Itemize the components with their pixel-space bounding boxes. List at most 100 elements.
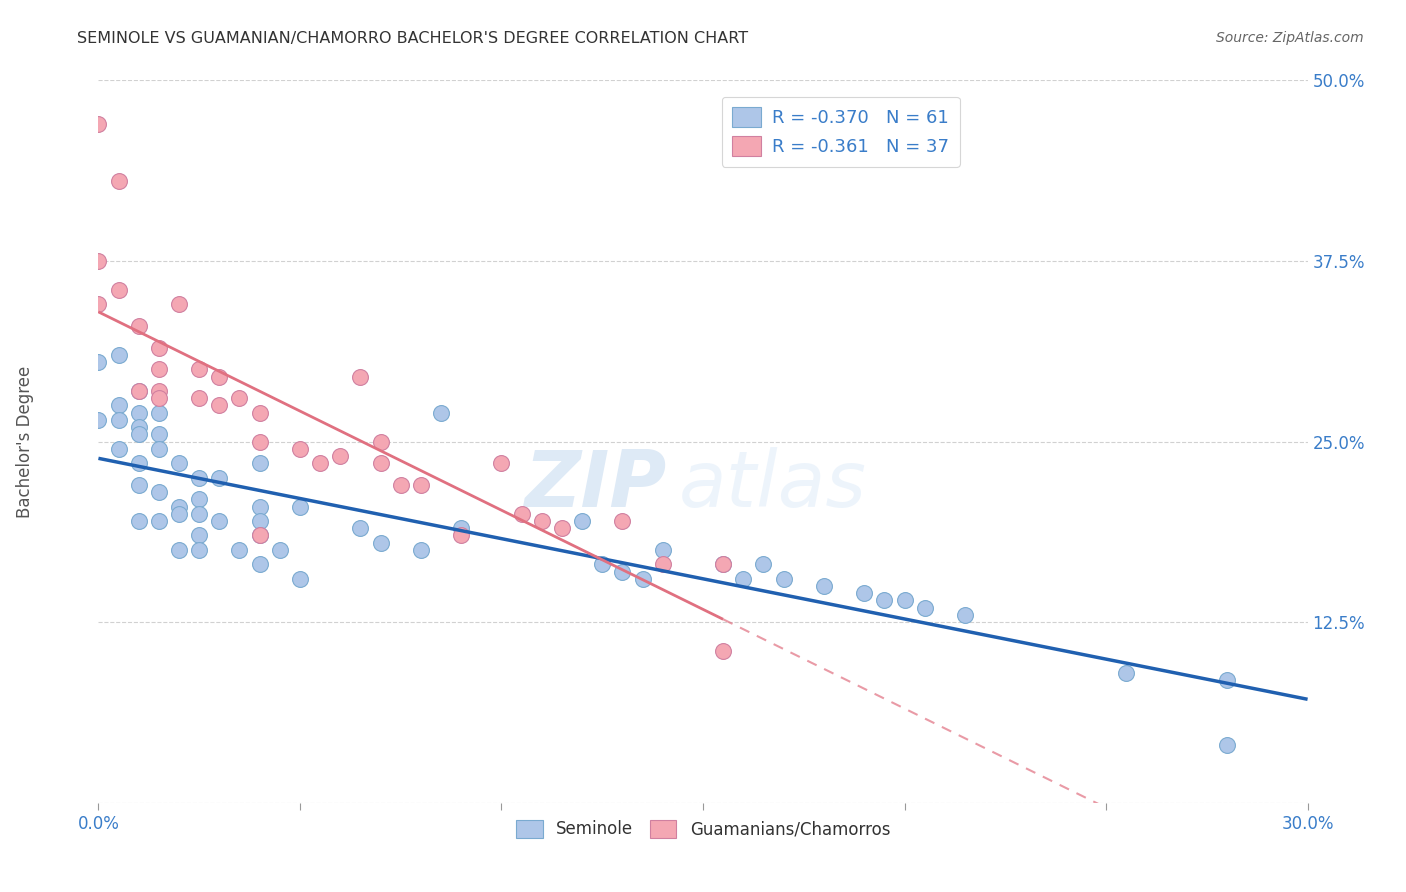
Point xyxy=(349,521,371,535)
Point xyxy=(87,117,110,131)
Point xyxy=(128,384,150,398)
Point xyxy=(188,362,211,376)
Point xyxy=(208,369,231,384)
Point xyxy=(249,558,271,572)
Text: SEMINOLE VS GUAMANIAN/CHAMORRO BACHELOR'S DEGREE CORRELATION CHART: SEMINOLE VS GUAMANIAN/CHAMORRO BACHELOR'… xyxy=(77,31,748,46)
Point xyxy=(1115,665,1137,680)
Point xyxy=(87,413,110,427)
Point xyxy=(107,442,129,456)
Point xyxy=(249,500,271,514)
Point xyxy=(167,542,190,557)
Point xyxy=(128,384,150,398)
Point xyxy=(167,507,190,521)
Point xyxy=(249,528,271,542)
Point xyxy=(309,456,332,470)
Point xyxy=(711,644,734,658)
Point xyxy=(612,565,634,579)
Point xyxy=(128,478,150,492)
Point xyxy=(87,297,110,311)
Text: atlas: atlas xyxy=(679,447,866,523)
Point xyxy=(188,470,211,484)
Point xyxy=(711,558,734,572)
Point xyxy=(107,283,129,297)
Text: Source: ZipAtlas.com: Source: ZipAtlas.com xyxy=(1216,31,1364,45)
Point xyxy=(167,500,190,514)
Text: ZIP: ZIP xyxy=(524,447,666,523)
Point xyxy=(208,514,231,528)
Point xyxy=(107,398,129,412)
Point xyxy=(551,521,574,535)
Point xyxy=(1216,738,1239,752)
Legend: Seminole, Guamanians/Chamorros: Seminole, Guamanians/Chamorros xyxy=(509,813,897,845)
Point xyxy=(752,558,775,572)
Point xyxy=(148,406,170,420)
Point xyxy=(128,427,150,442)
Point xyxy=(208,470,231,484)
Point xyxy=(370,456,392,470)
Point xyxy=(208,398,231,412)
Point xyxy=(491,456,513,470)
Point xyxy=(87,355,110,369)
Point xyxy=(128,456,150,470)
Point xyxy=(612,514,634,528)
Point xyxy=(148,514,170,528)
Point xyxy=(167,456,190,470)
Point xyxy=(288,442,311,456)
Point xyxy=(1216,673,1239,687)
Point xyxy=(853,586,876,600)
Point xyxy=(651,558,673,572)
Point xyxy=(249,514,271,528)
Point xyxy=(409,542,432,557)
Point xyxy=(107,413,129,427)
Point xyxy=(893,593,915,607)
Point xyxy=(148,362,170,376)
Point xyxy=(128,420,150,434)
Point xyxy=(148,384,170,398)
Point xyxy=(188,542,211,557)
Point xyxy=(591,558,613,572)
Point xyxy=(148,427,170,442)
Point xyxy=(450,528,472,542)
Point xyxy=(430,406,453,420)
Point xyxy=(873,593,896,607)
Point xyxy=(128,406,150,420)
Point xyxy=(813,579,835,593)
Point xyxy=(107,348,129,362)
Point xyxy=(953,607,976,622)
Point xyxy=(167,297,190,311)
Point xyxy=(87,253,110,268)
Point xyxy=(228,391,250,405)
Point xyxy=(128,514,150,528)
Point xyxy=(370,434,392,449)
Point xyxy=(148,341,170,355)
Point xyxy=(188,507,211,521)
Point xyxy=(370,535,392,549)
Point xyxy=(349,369,371,384)
Point xyxy=(288,500,311,514)
Point xyxy=(329,449,352,463)
Point xyxy=(188,391,211,405)
Point xyxy=(249,406,271,420)
Point xyxy=(107,174,129,188)
Point xyxy=(772,572,794,586)
Point xyxy=(450,521,472,535)
Point xyxy=(389,478,412,492)
Point xyxy=(409,478,432,492)
Point xyxy=(148,391,170,405)
Point xyxy=(148,485,170,500)
Point xyxy=(228,542,250,557)
Point xyxy=(188,492,211,507)
Point xyxy=(148,442,170,456)
Point xyxy=(510,507,533,521)
Point xyxy=(631,572,654,586)
Point xyxy=(249,456,271,470)
Point xyxy=(733,572,755,586)
Point xyxy=(914,600,936,615)
Point xyxy=(269,542,291,557)
Point xyxy=(651,542,673,557)
Point xyxy=(571,514,593,528)
Point xyxy=(288,572,311,586)
Point xyxy=(188,528,211,542)
Point xyxy=(128,318,150,333)
Point xyxy=(249,528,271,542)
